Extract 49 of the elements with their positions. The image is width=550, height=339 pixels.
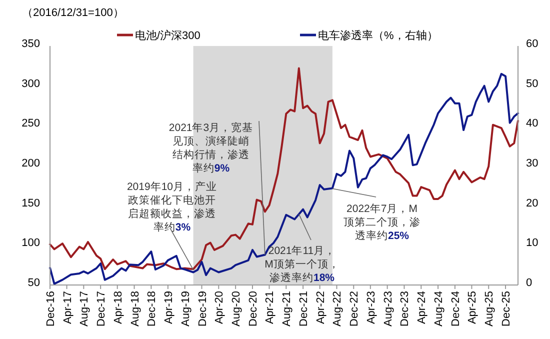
x-tick-label: Dec-16 [45,291,57,326]
y2-tick-label: 10 [526,237,538,250]
x-tick-label: Dec-25 [500,291,513,326]
x-tick-label: Apr-21 [264,291,276,324]
x-tick-label: Aug-19 [180,291,192,326]
x-tick-label: Aug-18 [129,291,142,326]
annotation: 2021年3月，宽基见顶、演绎陡峭结构行情，渗透率约9% [168,121,254,174]
x-tick-label: Dec-18 [146,291,158,326]
x-tick-label: Apr-24 [416,291,428,324]
x-tick-label: Aug-24 [433,291,446,326]
annotation: 2021年11月，M顶第一个顶，渗透率约18% [264,245,340,284]
annotation: 2022年7月，M顶第二个顶，渗透率约25% [344,203,420,242]
x-tick-label: Apr-18 [112,291,124,324]
x-tick-label: Aug-20 [230,291,243,326]
x-tick-label: Aug-21 [281,291,294,326]
x-tick-label: Aug-17 [78,291,91,326]
x-tick-label: Dec-21 [298,291,310,326]
x-tick-label: Aug-22 [332,291,344,326]
y2-tick-label: 30 [526,158,538,170]
y2-tick-label: 0 [526,277,532,289]
x-tick-label: Apr-19 [162,291,175,324]
x-tick-label: Apr-20 [214,291,226,324]
y-tick-label: 200 [22,158,40,170]
legend-label: 电车渗透率（%，右轴） [318,29,438,42]
x-tick-label: Apr-23 [365,291,378,324]
y2-tick-label: 50 [526,78,538,90]
x-tick-label: Aug-25 [484,291,496,326]
y-tick-label: 350 [22,38,40,50]
y2-tick-label: 20 [526,197,538,210]
y2-tick-label: 40 [526,118,538,130]
x-tick-label: Apr-22 [314,291,327,324]
y-tick-label: 150 [22,197,40,210]
y-tick-label: 50 [28,277,40,289]
annotation: 2019年10月，产业政策催化下电池开启超额收益，渗透率约3% [126,180,218,234]
x-tick-label: Dec-24 [450,291,462,326]
y-tick-label: 250 [22,118,40,130]
y-axis-title: （2016/12/31=100） [22,7,124,19]
x-tick-label: Aug-23 [382,291,394,326]
x-tick-label: Apr-17 [62,291,74,324]
x-tick-label: Dec-22 [348,291,361,326]
x-tick-label: Dec-17 [96,291,108,326]
x-tick-label: Apr-25 [466,291,479,324]
y-tick-label: 100 [22,237,40,250]
x-tick-label: Dec-23 [399,291,412,326]
y2-tick-label: 60 [526,38,538,50]
legend-label: 电池/沪深300 [135,29,200,42]
y-tick-label: 300 [22,78,40,90]
x-tick-label: Dec-20 [247,291,260,326]
x-tick-label: Dec-19 [196,291,209,326]
